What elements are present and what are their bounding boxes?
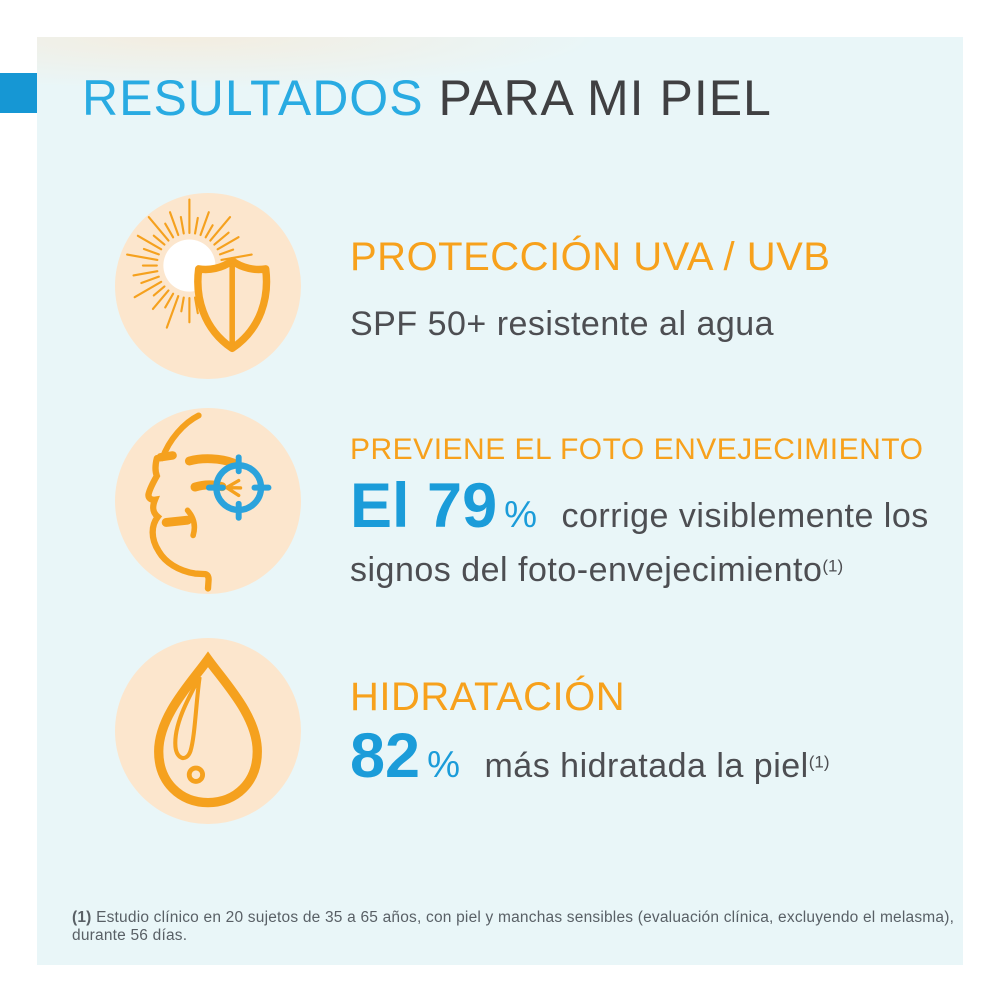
accent-square xyxy=(0,73,38,113)
target-ticks xyxy=(205,454,272,521)
section-heading-hidratacion: HIDRATACIÓN xyxy=(350,675,626,719)
title-highlight: RESULTADOS xyxy=(82,70,424,126)
drop-outline xyxy=(154,651,262,808)
face-cheek-line xyxy=(184,507,198,539)
title-rest: PARA MI PIEL xyxy=(438,70,772,126)
footnote-marker: (1) xyxy=(72,909,92,926)
footnote-ref: (1) xyxy=(808,752,830,772)
face-eyebrow-right xyxy=(184,454,238,468)
results-panel: RESULTADOS PARA MI PIEL PROTECCIÓN UVA /… xyxy=(37,37,963,965)
footnote-ref: (1) xyxy=(822,556,844,576)
stat-detail: corrige visiblemente los signos del foto… xyxy=(350,497,929,590)
drop-bubble xyxy=(186,765,206,784)
crows-feet-lines xyxy=(224,478,243,498)
sun-shield-graphic xyxy=(126,198,271,353)
face-target-graphic xyxy=(145,412,272,592)
section-detail-proteccion: SPF 50+ resistente al agua xyxy=(350,305,775,343)
stat-percent-sign: % xyxy=(427,744,461,785)
stat-percent-sign: % xyxy=(504,494,538,535)
stat-value: El 79 xyxy=(350,471,498,541)
drop-highlight xyxy=(173,676,202,760)
section-stat-hidratacion: 82% más hidratada la piel(1) xyxy=(350,715,950,798)
sun-shield-icon xyxy=(115,193,301,379)
section-heading-previene: PREVIENE EL FOTO ENVEJECIMIENTO xyxy=(350,433,924,466)
stat-value: 82 xyxy=(350,721,421,791)
face-eyebrow-left xyxy=(156,451,177,462)
face-target-icon xyxy=(115,408,301,594)
water-drop-graphic xyxy=(154,651,262,808)
stat-detail: más hidratada la piel xyxy=(484,747,809,785)
face-hairline xyxy=(159,412,202,462)
section-heading-proteccion: PROTECCIÓN UVA / UVB xyxy=(350,235,831,279)
section-stat-previene: El 79% corrige visiblemente los signos de… xyxy=(350,465,935,593)
face-mouth xyxy=(161,515,193,527)
footnote-text: Estudio clínico en 20 sujetos de 35 a 65… xyxy=(72,909,955,944)
footnote: (1) Estudio clínico en 20 sujetos de 35 … xyxy=(72,909,963,945)
face-profile xyxy=(145,455,212,592)
page-title: RESULTADOS PARA MI PIEL xyxy=(82,69,772,127)
water-drop-icon xyxy=(115,638,301,824)
